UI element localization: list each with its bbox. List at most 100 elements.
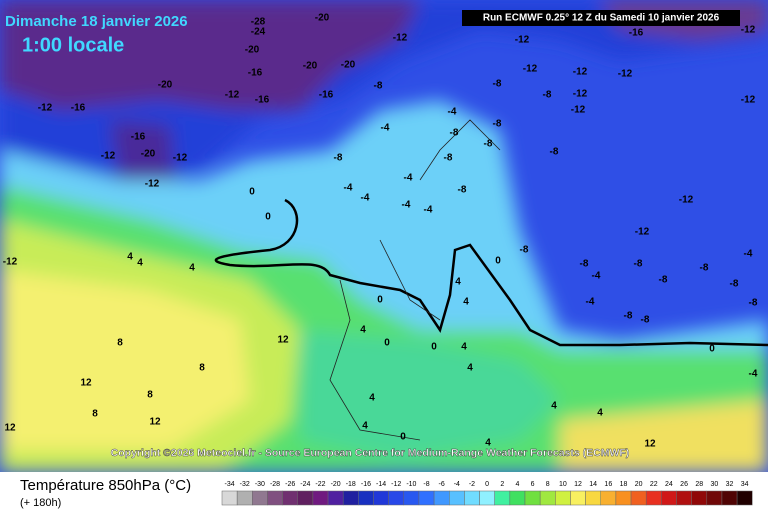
- isotherm-label: 0: [431, 342, 437, 353]
- isotherm-label: -8: [458, 185, 467, 196]
- isotherm-label: 0: [265, 212, 271, 223]
- legend-swatch: [297, 490, 314, 506]
- legend-label: 24: [665, 481, 673, 488]
- isotherm-label: -12: [225, 90, 240, 101]
- isotherm-label: -12: [618, 69, 633, 80]
- isotherm-label: 0: [377, 295, 383, 306]
- isotherm-label: -12: [145, 179, 160, 190]
- run-info: Run ECMWF 0.25° 12 Z du Samedi 10 janvie…: [483, 13, 720, 24]
- legend-swatch: [721, 490, 738, 506]
- isotherm-label: 8: [199, 363, 205, 374]
- isotherm-label: -8: [484, 139, 493, 150]
- isotherm-label: 0: [384, 338, 390, 349]
- legend-label: -18: [346, 481, 356, 488]
- legend-label: 16: [604, 481, 612, 488]
- legend-swatch: [509, 490, 526, 506]
- legend-label: 4: [515, 481, 519, 488]
- isotherm-label: 4: [463, 297, 469, 308]
- legend-swatch: [282, 490, 299, 506]
- legend-swatch: [221, 490, 238, 506]
- legend-label: 32: [726, 481, 734, 488]
- isotherm-label: -4: [381, 123, 390, 134]
- legend-swatch: [676, 490, 692, 506]
- isotherm-label: -4: [344, 183, 353, 194]
- isotherm-label: 12: [277, 335, 289, 346]
- isotherm-label: -8: [659, 275, 668, 286]
- isotherm-label: -4: [592, 271, 601, 282]
- isotherm-label: -8: [543, 90, 552, 101]
- isotherm-label: 8: [92, 409, 98, 420]
- legend-swatch: [312, 490, 329, 506]
- isotherm-label: -16: [131, 132, 146, 143]
- map-time: 1:00 locale: [22, 34, 124, 56]
- legend-swatch: [373, 490, 389, 506]
- legend-label: -8: [423, 481, 429, 488]
- legend-label: 2: [500, 481, 504, 488]
- isotherm-label: 4: [551, 401, 557, 412]
- isotherm-label: -16: [629, 28, 644, 39]
- isotherm-label: -28: [251, 17, 266, 28]
- legend-swatch: [479, 490, 495, 506]
- legend-swatch: [630, 490, 647, 506]
- isotherm-label: 4: [461, 342, 467, 353]
- isotherm-label: -12: [741, 95, 756, 106]
- legend-swatch: [342, 490, 359, 506]
- legend-label: -16: [361, 481, 371, 488]
- isotherm-label: -20: [315, 13, 330, 24]
- legend-label: -10: [406, 481, 416, 488]
- isotherm-label: -8: [374, 81, 383, 92]
- legend-swatch: [267, 490, 283, 506]
- isotherm-label: -4: [448, 107, 457, 118]
- isotherm-label: -8: [580, 259, 589, 270]
- legend-label: 18: [620, 481, 628, 488]
- isotherm-label: 4: [360, 325, 366, 336]
- legend-label: -6: [439, 481, 445, 488]
- legend-label: -22: [315, 481, 325, 488]
- legend-swatch: [645, 490, 662, 506]
- isotherm-label: 0: [249, 187, 255, 198]
- isotherm-label: -4: [749, 369, 758, 380]
- isotherm-labels: -12 -12-16 -12-28-24-20-16-20-20 -20-16-16-…: [3, 13, 758, 450]
- isotherm-label: 4: [467, 363, 473, 374]
- isotherm-label: -8: [624, 311, 633, 322]
- legend-swatch: [661, 490, 677, 506]
- isotherm-label: -12: [573, 67, 588, 78]
- isotherm-label: -12: [101, 151, 116, 162]
- isotherm-label: -12: [679, 195, 694, 206]
- map-date: Dimanche 18 janvier 2026: [5, 13, 188, 30]
- legend-swatch: [555, 490, 571, 506]
- legend-swatch: [433, 490, 450, 506]
- isotherm-label: 12: [4, 423, 16, 434]
- isotherm-label: 0: [495, 256, 501, 267]
- legend-swatch: [691, 490, 708, 506]
- isotherm-label: -16: [255, 95, 270, 106]
- legend-label: -30: [255, 481, 265, 488]
- legend-label: 14: [589, 481, 597, 488]
- isotherm-label: -8: [520, 245, 529, 256]
- isotherm-label: -8: [493, 79, 502, 90]
- legend-swatch: [388, 490, 405, 506]
- isotherm-label: -4: [586, 297, 595, 308]
- legend-label: -2: [469, 481, 475, 488]
- isotherm-label: -20: [303, 61, 318, 72]
- legend-label: -28: [270, 481, 280, 488]
- color-legend: -34 -32 -30 -28 -26 -24 -22 -20 -18 -16 -14 -12 -10-…: [221, 481, 753, 506]
- legend-swatch: [615, 490, 632, 506]
- isotherm-label: -8: [730, 279, 739, 290]
- isotherm-label: -8: [444, 153, 453, 164]
- isotherm-label: -4: [404, 173, 413, 184]
- isotherm-label: -20: [141, 149, 156, 160]
- lead-time: (+ 180h): [20, 497, 61, 509]
- legend-label: -26: [285, 481, 295, 488]
- isotherm-label: -12: [635, 227, 650, 238]
- legend-label: 6: [531, 481, 535, 488]
- legend-swatch: [236, 490, 253, 506]
- isotherm-label: -16: [248, 68, 263, 79]
- isotherm-label: -4: [361, 193, 370, 204]
- legend-swatch: [585, 490, 601, 506]
- legend-swatch: [570, 490, 586, 506]
- isotherm-label: 12: [149, 417, 161, 428]
- isotherm-label: -12: [573, 89, 588, 100]
- isotherm-label: 12: [644, 439, 656, 450]
- legend-swatch: [358, 490, 374, 506]
